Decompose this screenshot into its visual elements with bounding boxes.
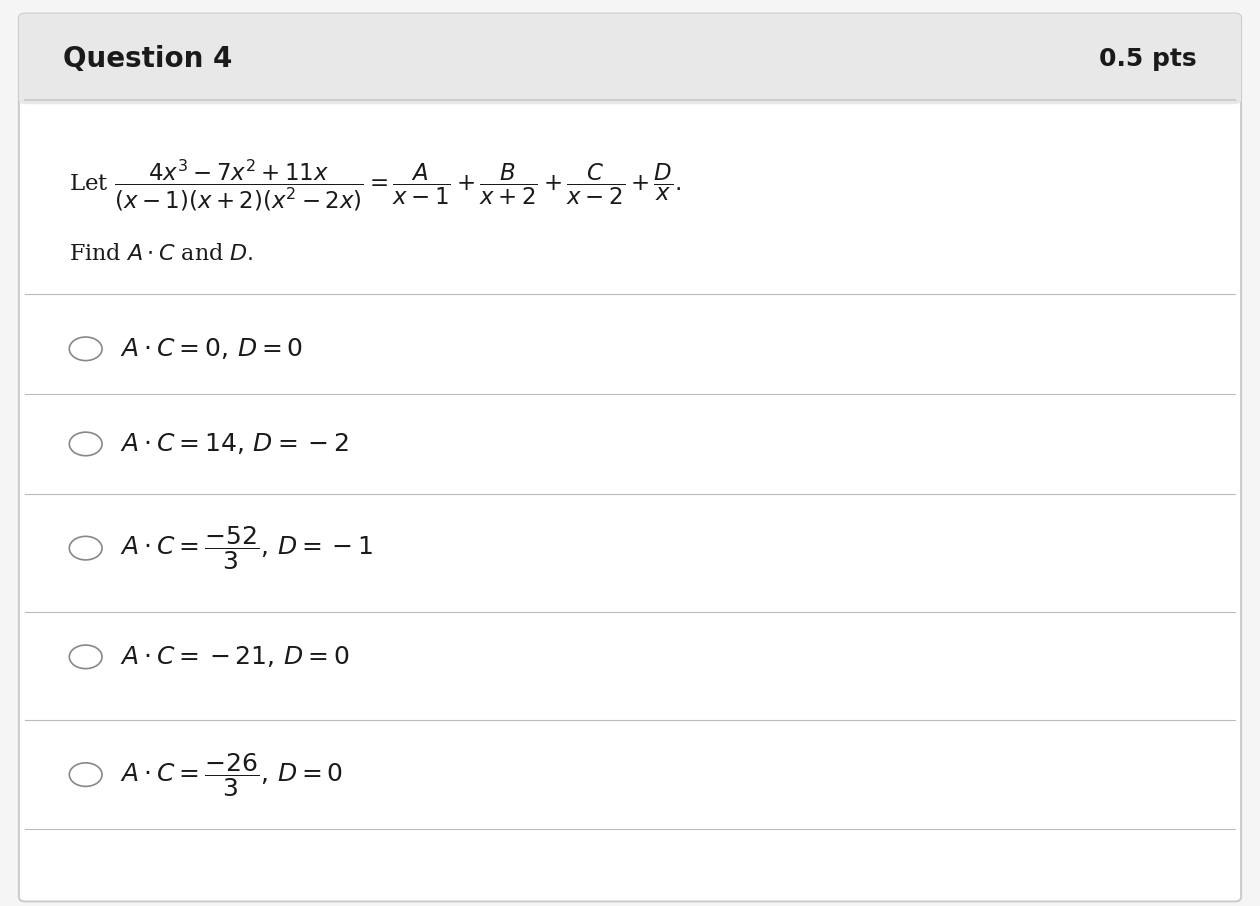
Text: Question 4: Question 4 <box>63 45 232 72</box>
Text: $A \cdot C = 0,\, D = 0$: $A \cdot C = 0,\, D = 0$ <box>120 336 302 361</box>
Text: Let $\dfrac{4x^3 - 7x^2 + 11x}{(x-1)(x+2)(x^2-2x)} = \dfrac{A}{x-1} + \dfrac{B}{: Let $\dfrac{4x^3 - 7x^2 + 11x}{(x-1)(x+2… <box>69 158 682 214</box>
FancyBboxPatch shape <box>19 14 1241 104</box>
FancyBboxPatch shape <box>19 14 1241 901</box>
Text: 0.5 pts: 0.5 pts <box>1100 47 1197 71</box>
Text: $A \cdot C = \dfrac{-52}{3},\, D = -1$: $A \cdot C = \dfrac{-52}{3},\, D = -1$ <box>120 525 373 572</box>
Text: $A \cdot C = 14,\, D = -2$: $A \cdot C = 14,\, D = -2$ <box>120 431 349 457</box>
Text: Find $A \cdot C$ and $D.$: Find $A \cdot C$ and $D.$ <box>69 243 253 265</box>
Text: $A \cdot C = -21,\, D = 0$: $A \cdot C = -21,\, D = 0$ <box>120 644 349 670</box>
Text: $A \cdot C = \dfrac{-26}{3},\, D = 0$: $A \cdot C = \dfrac{-26}{3},\, D = 0$ <box>120 751 343 798</box>
